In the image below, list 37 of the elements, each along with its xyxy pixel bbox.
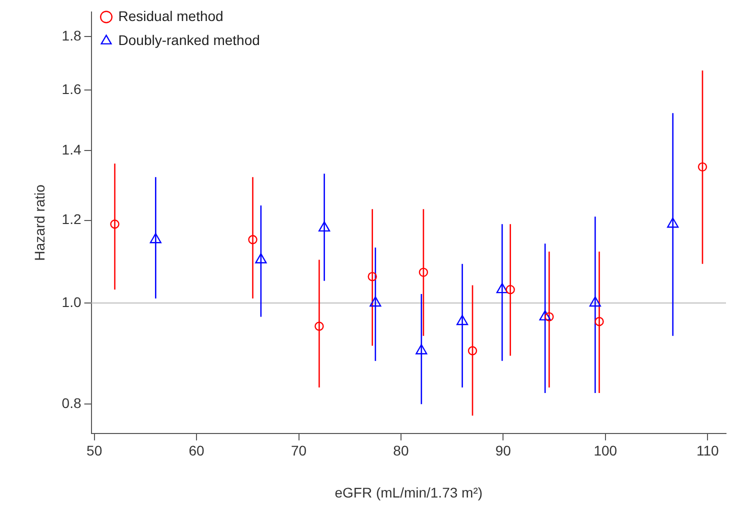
point [248, 235, 258, 244]
point [314, 322, 324, 331]
x-tick-label: 50 [86, 442, 102, 459]
x-tick-label: 60 [188, 442, 205, 459]
x-tick-label: 100 [594, 442, 618, 459]
y-tick-label: 0.8 [62, 395, 82, 411]
point [416, 344, 428, 354]
point [456, 314, 468, 326]
point [370, 296, 382, 307]
point [255, 253, 267, 264]
point [468, 346, 478, 356]
y-tick-label: 1.2 [62, 211, 82, 228]
x-tick-label: 70 [290, 442, 307, 459]
point [698, 162, 708, 172]
point [318, 221, 330, 232]
y-tick-label: 1.4 [62, 141, 82, 158]
point [150, 233, 162, 244]
point [539, 310, 551, 320]
y-tick-label: 1.0 [62, 294, 82, 310]
x-axis-title: eGFR (mL/min/1.73 m²) [334, 484, 483, 500]
point [110, 220, 120, 229]
legend-label: Residual method [118, 8, 224, 24]
y-axis-title: Hazard ratio [31, 184, 48, 261]
x-tick-label: 90 [495, 442, 512, 459]
point [667, 218, 679, 228]
point [368, 272, 377, 282]
point [544, 312, 554, 322]
point [496, 282, 508, 294]
point [506, 284, 515, 294]
legend-label: Doubly-ranked method [118, 32, 260, 48]
point [418, 268, 428, 277]
y-tick-label: 1.8 [62, 27, 82, 44]
x-tick-label: 80 [393, 442, 409, 459]
point [594, 316, 604, 326]
x-tick-label: 110 [696, 442, 719, 459]
point [589, 296, 601, 307]
y-tick-label: 1.6 [62, 80, 82, 97]
